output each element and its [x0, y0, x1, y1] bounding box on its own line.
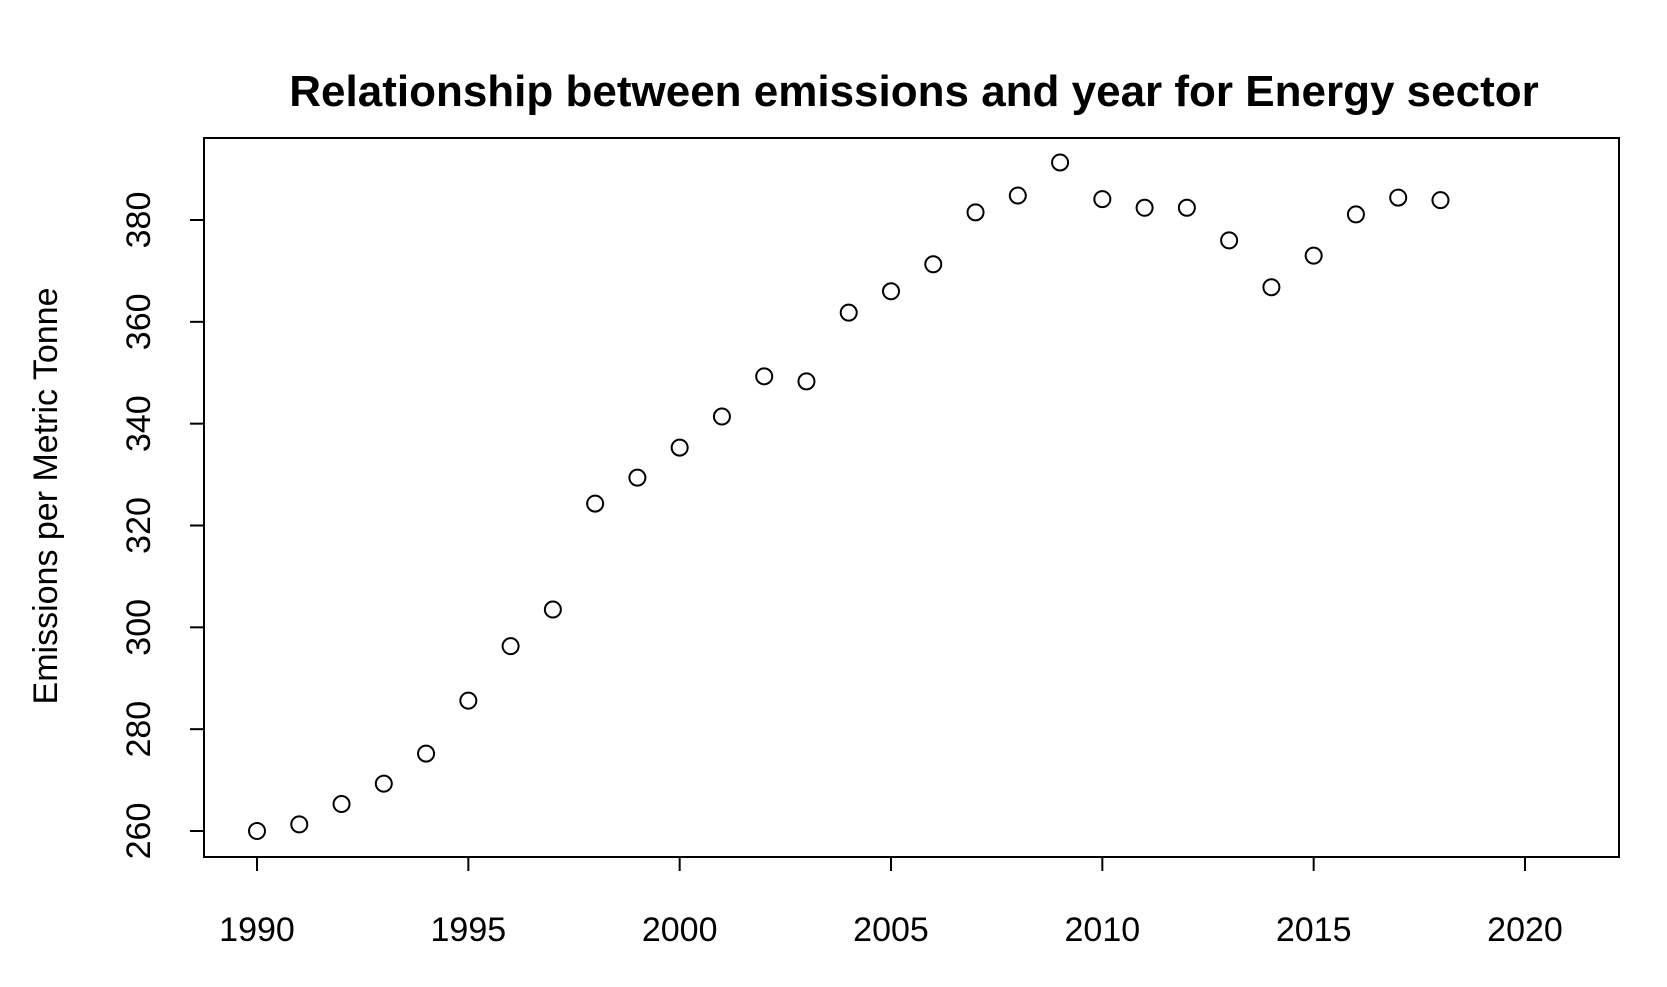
data-point: [1431, 191, 1450, 210]
data-point: [882, 282, 900, 301]
data-point: [1093, 190, 1112, 209]
data-point: [1304, 246, 1323, 265]
x-tick-label: 2000: [642, 911, 718, 949]
data-point: [332, 795, 351, 814]
data-point: [1262, 278, 1281, 297]
data-point: [1346, 205, 1365, 224]
data-point: [459, 691, 478, 710]
data-point: [1177, 198, 1196, 217]
data-point: [586, 494, 605, 513]
plot-frame: [203, 137, 1620, 858]
data-point: [966, 203, 985, 222]
data-point: [1220, 231, 1239, 250]
y-tick-label: 320: [120, 497, 158, 554]
data-point: [755, 367, 774, 386]
x-tick-label: 2015: [1276, 911, 1352, 949]
data-point: [374, 774, 393, 793]
data-point: [797, 372, 816, 391]
x-tick-label: 2020: [1487, 911, 1563, 949]
x-tick-label: 1990: [219, 911, 295, 949]
data-point: [1389, 188, 1408, 207]
y-tick-label: 380: [120, 192, 158, 249]
chart-title: Relationship between emissions and year …: [289, 67, 1539, 116]
data-point: [290, 815, 309, 834]
data-point: [543, 600, 562, 619]
data-point: [924, 255, 943, 274]
data-point: [1008, 186, 1027, 205]
y-axis: 260 280 300 320 340 360 380: [120, 192, 205, 860]
y-tick-label: 260: [120, 803, 158, 860]
data-point: [712, 407, 731, 426]
x-tick-label: 2010: [1065, 911, 1141, 949]
data-point: [670, 438, 689, 457]
x-tick-label: 1995: [431, 911, 507, 949]
data-point: [417, 744, 436, 763]
x-axis: 1990 1995 2000 2005 2010 2015 2020: [219, 856, 1563, 949]
data-point: [628, 468, 647, 487]
y-axis-label: Emissions per Metric Tonne: [27, 288, 65, 705]
y-tick-label: 340: [120, 395, 158, 452]
x-tick-label: 2005: [853, 911, 929, 949]
data-point: [1135, 198, 1154, 217]
y-tick-label: 280: [120, 701, 158, 758]
data-point: [248, 822, 266, 840]
data-point: [1051, 153, 1070, 172]
data-points: [248, 153, 1450, 840]
data-point: [501, 637, 520, 656]
y-tick-label: 300: [120, 599, 158, 656]
y-tick-label: 360: [120, 293, 158, 350]
data-point: [839, 303, 858, 322]
